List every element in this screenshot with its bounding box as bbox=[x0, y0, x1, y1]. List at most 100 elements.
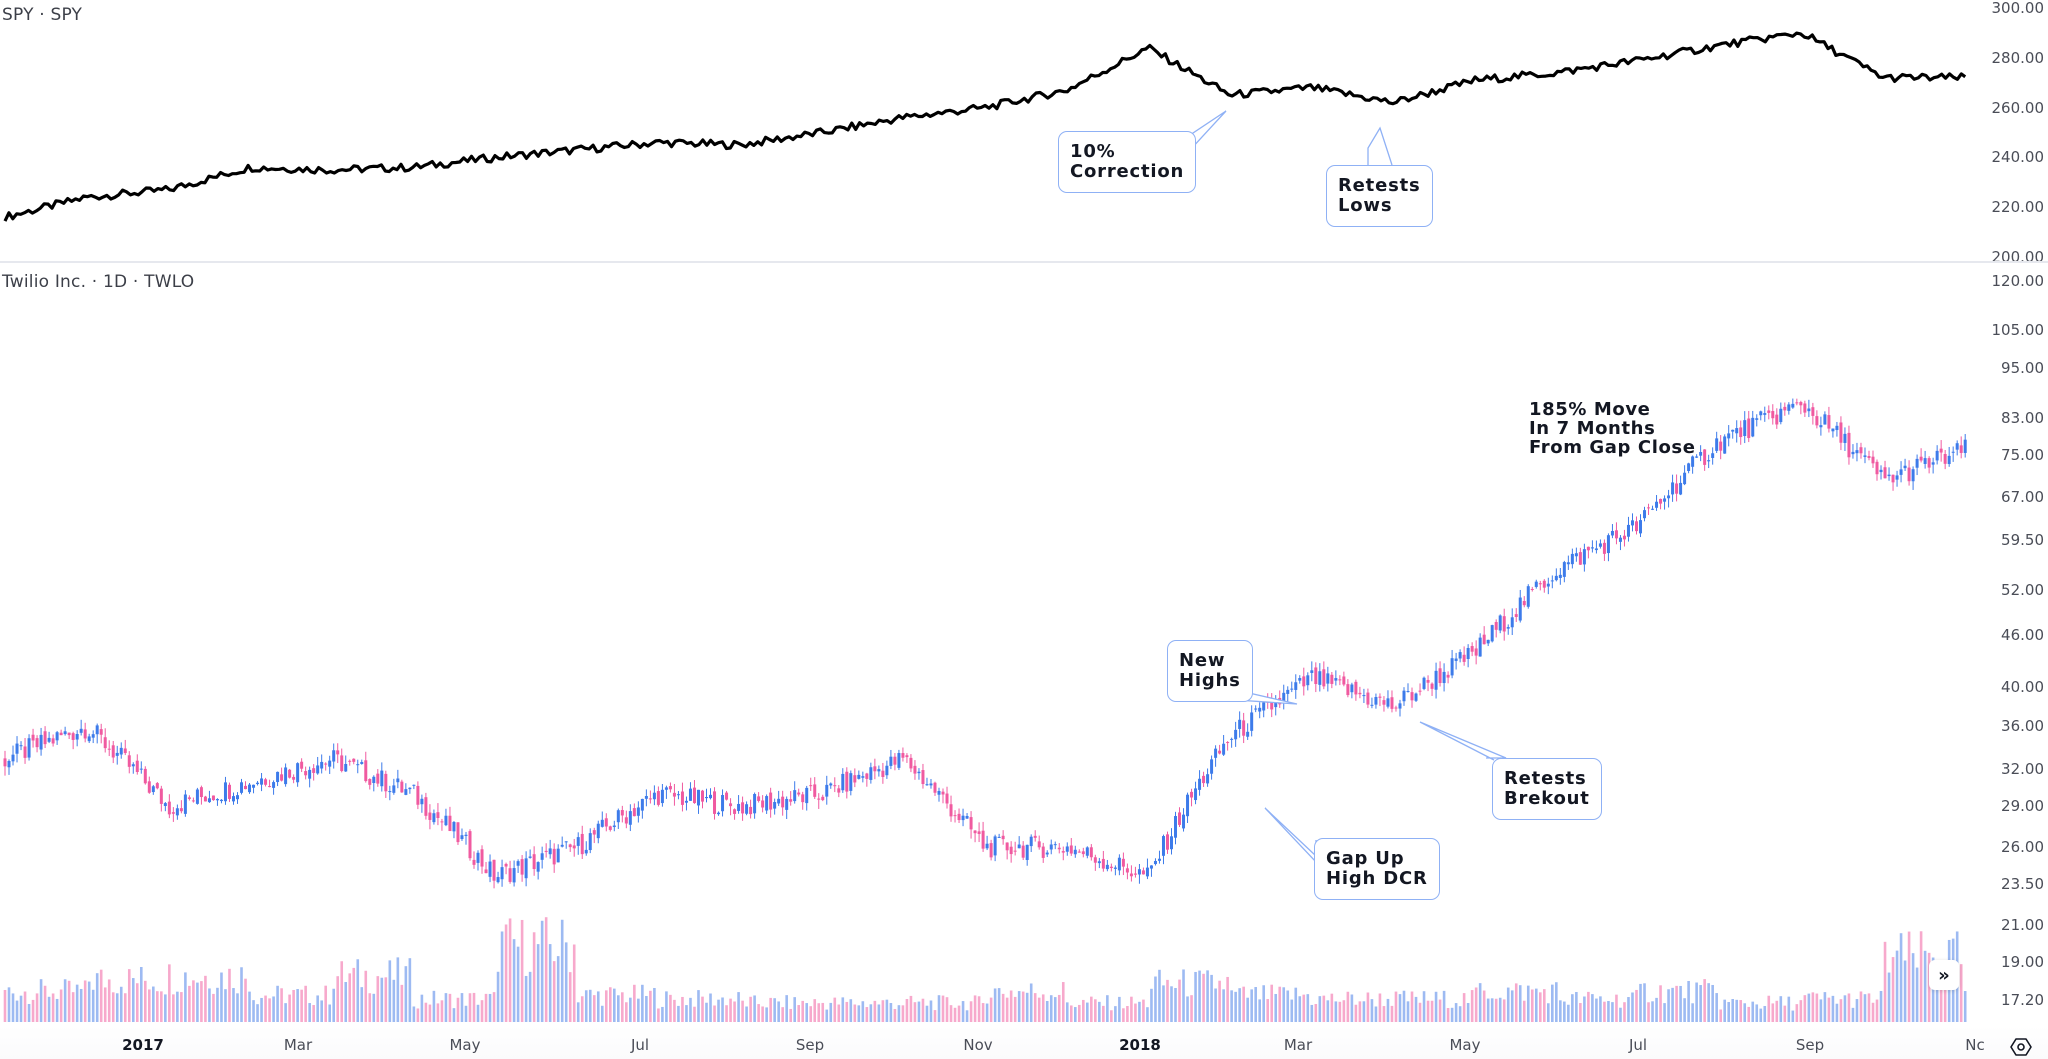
volume-bar bbox=[1110, 1010, 1113, 1022]
twlo-pane[interactable]: Twilio Inc. · 1D · TWLO bbox=[0, 263, 2048, 1025]
volume-bar bbox=[777, 1001, 780, 1022]
volume-bar bbox=[1278, 986, 1282, 1022]
candle bbox=[376, 773, 380, 784]
callout-retests-lows[interactable]: Retests Lows bbox=[1326, 165, 1433, 227]
candle bbox=[496, 877, 500, 883]
volume-bar bbox=[641, 984, 644, 1022]
volume-bar bbox=[773, 998, 776, 1022]
candle bbox=[600, 819, 604, 827]
candle bbox=[777, 798, 781, 804]
pane-divider[interactable] bbox=[0, 261, 2048, 263]
candle bbox=[644, 796, 648, 799]
volume-bar bbox=[1238, 988, 1241, 1022]
candle bbox=[187, 797, 191, 799]
volume-bar bbox=[131, 978, 135, 1022]
scroll-to-latest-button[interactable]: » bbox=[1929, 960, 1959, 990]
candle bbox=[705, 797, 709, 799]
candle bbox=[1582, 549, 1586, 565]
candle bbox=[1129, 873, 1133, 877]
volume-bar bbox=[1879, 990, 1883, 1022]
candle bbox=[1743, 420, 1747, 437]
candle bbox=[1651, 508, 1655, 510]
twlo-tick-label: 21.00 bbox=[2001, 916, 2044, 934]
volume-bar bbox=[953, 1007, 957, 1022]
time-axis-label: May bbox=[449, 1036, 481, 1054]
candle bbox=[203, 796, 207, 802]
volume-bar bbox=[1639, 983, 1642, 1022]
time-axis-label: Mar bbox=[283, 1036, 313, 1054]
candle bbox=[1526, 586, 1530, 607]
candle bbox=[1502, 616, 1506, 632]
twlo-tick-label: 59.50 bbox=[2001, 531, 2044, 549]
candle bbox=[1141, 870, 1145, 875]
candle bbox=[1133, 873, 1137, 875]
volume-bar bbox=[376, 976, 380, 1022]
candle bbox=[909, 757, 913, 769]
candle bbox=[1759, 411, 1763, 416]
volume-bar bbox=[500, 931, 504, 1022]
candle bbox=[1330, 674, 1334, 684]
candle bbox=[696, 789, 700, 806]
volume-bar bbox=[39, 979, 43, 1022]
volume-bar bbox=[548, 944, 552, 1022]
callout-new-highs[interactable]: New Highs bbox=[1167, 640, 1253, 702]
volume-bar bbox=[604, 990, 608, 1022]
volume-bar bbox=[396, 957, 400, 1022]
callout-retests-breakout[interactable]: Retests Brekout bbox=[1492, 758, 1602, 820]
volume-bar bbox=[83, 980, 87, 1022]
note-185-percent-move[interactable]: 185% Move In 7 Months From Gap Close bbox=[1529, 399, 1696, 458]
candle bbox=[396, 778, 400, 783]
candle bbox=[468, 831, 472, 859]
volume-bar bbox=[1082, 999, 1085, 1022]
volume-bar bbox=[833, 997, 837, 1022]
volume-bar bbox=[1627, 997, 1630, 1022]
candle bbox=[480, 849, 484, 867]
volume-bar bbox=[945, 997, 949, 1022]
volume-bar bbox=[1871, 1002, 1875, 1022]
candle bbox=[1518, 597, 1522, 621]
candle bbox=[865, 773, 869, 779]
volume-bar bbox=[312, 1005, 315, 1022]
volume-bar bbox=[613, 988, 616, 1022]
volume-bar bbox=[180, 992, 183, 1022]
volume-bar bbox=[452, 1008, 456, 1022]
candle bbox=[1382, 700, 1386, 705]
volume-bar bbox=[937, 995, 941, 1022]
candle bbox=[1919, 456, 1923, 461]
callout-gap-up-high-dcr[interactable]: Gap Up High DCR bbox=[1314, 838, 1440, 900]
callout-10-percent-correction[interactable]: 10% Correction bbox=[1058, 131, 1197, 193]
candle bbox=[1033, 835, 1037, 838]
candle bbox=[1442, 671, 1446, 684]
twlo-candlestick-chart[interactable] bbox=[0, 0, 1985, 1030]
candle bbox=[1069, 845, 1073, 854]
candle bbox=[1699, 451, 1703, 456]
candle bbox=[1077, 851, 1081, 853]
volume-bar bbox=[897, 1005, 901, 1022]
volume-bar bbox=[985, 1003, 989, 1022]
candle bbox=[1683, 472, 1687, 485]
candle bbox=[564, 841, 568, 843]
volume-bar bbox=[1394, 991, 1398, 1022]
volume-bar bbox=[1711, 984, 1714, 1022]
volume-bar bbox=[1158, 969, 1161, 1022]
candle bbox=[308, 769, 312, 779]
candle bbox=[813, 784, 817, 797]
volume-bar bbox=[596, 991, 600, 1022]
time-axis-bar[interactable] bbox=[0, 1025, 2048, 1059]
volume-bar bbox=[248, 991, 251, 1022]
volume-bar bbox=[176, 991, 179, 1022]
candle bbox=[925, 784, 929, 786]
volume-bar bbox=[392, 979, 396, 1022]
time-axis-label: Jul bbox=[630, 1036, 650, 1054]
candle bbox=[825, 784, 829, 797]
settings-gear-icon[interactable] bbox=[2010, 1036, 2032, 1058]
volume-bar bbox=[697, 990, 700, 1022]
volume-bar bbox=[1262, 985, 1265, 1022]
volume-bar bbox=[869, 1004, 873, 1022]
volume-bar bbox=[1073, 1007, 1077, 1022]
spy-line-chart[interactable] bbox=[0, 0, 2048, 262]
candle bbox=[404, 789, 408, 795]
candle bbox=[131, 764, 135, 767]
volume-bar bbox=[1426, 1000, 1430, 1022]
volume-bar bbox=[468, 993, 472, 1022]
